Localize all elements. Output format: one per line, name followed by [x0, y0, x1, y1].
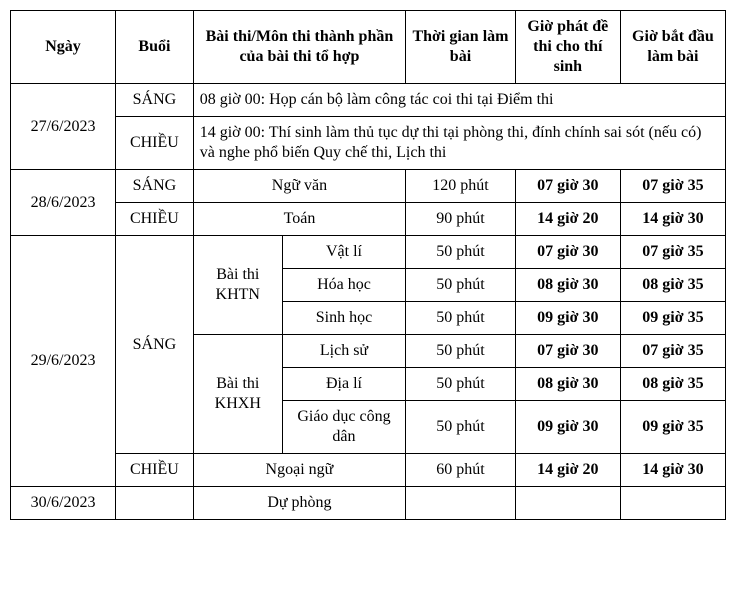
cell-session: CHIỀU: [116, 117, 194, 170]
exam-schedule-table: Ngày Buổi Bài thi/Môn thi thành phần của…: [10, 10, 726, 520]
col-distribute: Giờ phát đề thi cho thí sinh: [515, 11, 620, 84]
cell-dist: [515, 487, 620, 520]
cell-duration: 50 phút: [406, 236, 516, 269]
cell-date: 28/6/2023: [11, 170, 116, 236]
cell-session: SÁNG: [116, 170, 194, 203]
cell-duration: [406, 487, 516, 520]
col-duration: Thời gian làm bài: [406, 11, 516, 84]
cell-dist: 14 giờ 20: [515, 203, 620, 236]
cell-session: CHIỀU: [116, 454, 194, 487]
cell-start: 08 giờ 35: [620, 269, 725, 302]
row-29-khtn-1: 29/6/2023 SÁNG Bài thi KHTN Vật lí 50 ph…: [11, 236, 726, 269]
cell-start: 08 giờ 35: [620, 368, 725, 401]
cell-subject: Địa lí: [282, 368, 405, 401]
cell-dist: 09 giờ 30: [515, 401, 620, 454]
cell-duration: 50 phút: [406, 335, 516, 368]
cell-duration: 50 phút: [406, 401, 516, 454]
cell-dist: 09 giờ 30: [515, 302, 620, 335]
cell-dist: 08 giờ 30: [515, 368, 620, 401]
cell-session: SÁNG: [116, 236, 194, 454]
cell-start: 09 giờ 35: [620, 401, 725, 454]
cell-subject: Dự phòng: [193, 487, 405, 520]
row-27-afternoon: CHIỀU 14 giờ 00: Thí sinh làm thủ tục dự…: [11, 117, 726, 170]
cell-start: 14 giờ 30: [620, 203, 725, 236]
cell-start: 14 giờ 30: [620, 454, 725, 487]
col-start: Giờ bắt đầu làm bài: [620, 11, 725, 84]
cell-duration: 50 phút: [406, 269, 516, 302]
cell-group: Bài thi KHXH: [193, 335, 282, 454]
cell-date: 30/6/2023: [11, 487, 116, 520]
cell-note: 08 giờ 00: Họp cán bộ làm công tác coi t…: [193, 84, 725, 117]
cell-start: [620, 487, 725, 520]
cell-duration: 120 phút: [406, 170, 516, 203]
cell-subject: Sinh học: [282, 302, 405, 335]
row-27-morning: 27/6/2023 SÁNG 08 giờ 00: Họp cán bộ làm…: [11, 84, 726, 117]
cell-subject: Vật lí: [282, 236, 405, 269]
header-row: Ngày Buổi Bài thi/Môn thi thành phần của…: [11, 11, 726, 84]
cell-start: 09 giờ 35: [620, 302, 725, 335]
cell-date: 27/6/2023: [11, 84, 116, 170]
cell-note: 14 giờ 00: Thí sinh làm thủ tục dự thi t…: [193, 117, 725, 170]
cell-subject: Ngữ văn: [193, 170, 405, 203]
cell-duration: 50 phút: [406, 302, 516, 335]
col-session: Buổi: [116, 11, 194, 84]
cell-start: 07 giờ 35: [620, 335, 725, 368]
cell-subject: Giáo dục công dân: [282, 401, 405, 454]
row-29-afternoon: CHIỀU Ngoại ngữ 60 phút 14 giờ 20 14 giờ…: [11, 454, 726, 487]
cell-dist: 07 giờ 30: [515, 236, 620, 269]
cell-date: 29/6/2023: [11, 236, 116, 487]
cell-group: Bài thi KHTN: [193, 236, 282, 335]
row-30: 30/6/2023 Dự phòng: [11, 487, 726, 520]
cell-subject: Hóa học: [282, 269, 405, 302]
cell-duration: 50 phút: [406, 368, 516, 401]
cell-duration: 90 phút: [406, 203, 516, 236]
cell-duration: 60 phút: [406, 454, 516, 487]
cell-session: SÁNG: [116, 84, 194, 117]
row-28-morning: 28/6/2023 SÁNG Ngữ văn 120 phút 07 giờ 3…: [11, 170, 726, 203]
row-28-afternoon: CHIỀU Toán 90 phút 14 giờ 20 14 giờ 30: [11, 203, 726, 236]
cell-dist: 07 giờ 30: [515, 170, 620, 203]
cell-dist: 07 giờ 30: [515, 335, 620, 368]
cell-session: [116, 487, 194, 520]
cell-session: CHIỀU: [116, 203, 194, 236]
cell-start: 07 giờ 35: [620, 170, 725, 203]
cell-dist: 14 giờ 20: [515, 454, 620, 487]
col-subject: Bài thi/Môn thi thành phần của bài thi t…: [193, 11, 405, 84]
col-date: Ngày: [11, 11, 116, 84]
cell-subject: Ngoại ngữ: [193, 454, 405, 487]
cell-subject: Lịch sử: [282, 335, 405, 368]
cell-start: 07 giờ 35: [620, 236, 725, 269]
cell-dist: 08 giờ 30: [515, 269, 620, 302]
cell-subject: Toán: [193, 203, 405, 236]
